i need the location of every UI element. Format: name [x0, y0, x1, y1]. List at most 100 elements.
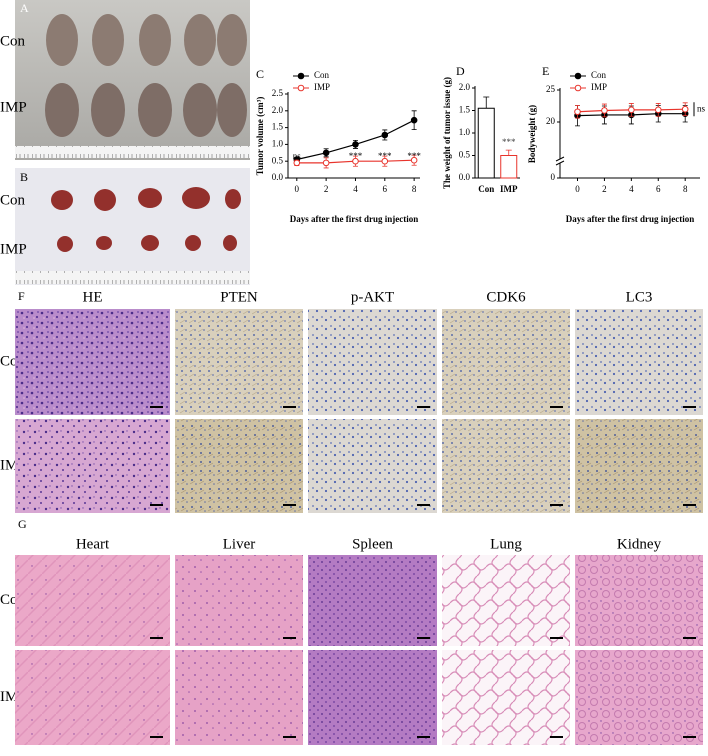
significance-label: ns — [293, 151, 302, 161]
y-tick-label: 1.5 — [459, 105, 471, 115]
panel-label: B — [20, 170, 28, 184]
y-tick-label: 2.0 — [459, 82, 471, 92]
ruler — [15, 146, 250, 158]
x-tick-label: 8 — [412, 184, 417, 194]
tissue-image — [15, 650, 170, 745]
panel-label: F — [18, 289, 25, 303]
tumor-photo — [15, 168, 250, 285]
bar — [500, 155, 518, 179]
tissue-image — [442, 309, 570, 415]
x-tick-label: 4 — [629, 184, 634, 194]
ruler — [15, 271, 250, 284]
tissue-image — [15, 419, 170, 513]
significance-label: * — [324, 151, 329, 161]
marker — [381, 157, 389, 165]
x-tick-label: 8 — [683, 184, 688, 194]
mice — [45, 14, 247, 137]
tissue-image — [15, 309, 170, 415]
x-tick-label: IMP — [500, 184, 518, 194]
marker — [410, 156, 418, 164]
tissue-image — [175, 555, 303, 646]
marker — [410, 116, 418, 124]
panel-label: C — [256, 67, 264, 81]
marker — [352, 141, 359, 148]
tissue-image — [575, 650, 703, 745]
marker — [322, 159, 330, 167]
panel-label: D — [456, 64, 465, 78]
tissue-image — [575, 419, 703, 513]
marker — [322, 149, 330, 157]
bar — [477, 107, 495, 179]
significance-label: ns — [697, 103, 706, 113]
y-tick-label: 0.5 — [272, 155, 284, 165]
y-tick-label: 1.0 — [272, 138, 284, 148]
column-header: Liver — [223, 536, 255, 552]
tissue-image — [175, 419, 303, 513]
marker — [574, 84, 582, 92]
marker — [381, 131, 389, 139]
tissue-image — [442, 650, 570, 745]
column-header: p-AKT — [351, 289, 394, 305]
legend-label: Con — [591, 70, 607, 80]
significance-label: *** — [349, 151, 363, 161]
x-tick-label: Con — [478, 184, 494, 194]
significance-label: *** — [502, 137, 516, 147]
y-axis-label: Bodyweight (g) — [527, 105, 537, 163]
row-label: Con — [0, 33, 26, 49]
y-axis-label: Tumor volume (cm³) — [255, 97, 265, 176]
significance-label: *** — [378, 151, 392, 161]
marker — [352, 157, 359, 165]
column-header: PTEN — [220, 289, 258, 305]
y-tick-label: 0.5 — [459, 150, 471, 160]
column-header: Kidney — [617, 536, 662, 552]
y-tick-label: 2.0 — [272, 105, 284, 115]
x-tick-label: 0 — [295, 184, 300, 194]
y-tick-label: 1.5 — [272, 122, 284, 132]
x-tick-label: 0 — [575, 184, 580, 194]
error-bar — [483, 96, 490, 109]
column-header: CDK6 — [486, 289, 526, 305]
x-tick-label: 4 — [353, 184, 358, 194]
marker — [293, 159, 301, 167]
row-label: Con — [0, 192, 26, 208]
x-tick-label: 2 — [602, 184, 607, 194]
axis-break — [556, 159, 564, 163]
y-tick-label: 2.5 — [272, 88, 284, 98]
legend-label: IMP — [314, 82, 330, 92]
marker — [297, 84, 305, 92]
error-bar — [505, 149, 512, 156]
tissue-image — [308, 555, 437, 646]
row-label: IMP — [0, 241, 27, 257]
row-label: IMP — [0, 99, 27, 115]
tissue-image — [15, 555, 170, 646]
tumors — [51, 187, 241, 252]
x-tick-label: 6 — [656, 184, 661, 194]
tissue-image — [442, 419, 570, 513]
axis-break — [555, 156, 565, 162]
tissue-image — [175, 650, 303, 745]
panel-label: G — [18, 517, 27, 531]
tissue-image — [308, 419, 437, 513]
tissue-image — [575, 309, 703, 415]
y-tick-label: 20 — [546, 116, 556, 126]
marker — [574, 108, 581, 116]
tissue-image — [308, 309, 437, 415]
x-axis-label: Days after the first drug injection — [566, 214, 695, 224]
tissue-image — [175, 309, 303, 415]
column-header: Spleen — [352, 536, 393, 552]
panel-label: A — [20, 1, 29, 15]
axis-break — [555, 160, 565, 166]
legend-label: Con — [314, 70, 330, 80]
column-header: HE — [83, 289, 103, 305]
column-header: Lung — [490, 536, 522, 552]
x-tick-label: 6 — [383, 184, 388, 194]
marker — [574, 72, 582, 80]
y-tick-label: 0.0 — [459, 172, 471, 182]
tissue-image — [575, 555, 703, 646]
y-axis-label: The weight of tumor issue (g) — [442, 77, 452, 189]
column-header: LC3 — [626, 289, 653, 305]
y-tick-label: 0.0 — [272, 172, 284, 182]
marker — [628, 106, 635, 114]
